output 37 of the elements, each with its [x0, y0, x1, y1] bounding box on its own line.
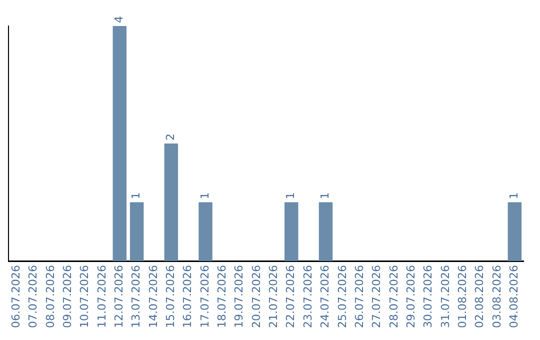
x-tick-label: 26.07.2026	[352, 265, 366, 328]
x-tick-label: 09.07.2026	[60, 265, 74, 328]
x-tick-label: 08.07.2026	[44, 265, 57, 328]
data-label: 2	[164, 134, 178, 141]
x-tick-label: 30.07.2026	[422, 265, 435, 328]
x-tick-label: 18.07.2026	[216, 265, 229, 328]
data-label: 1	[198, 192, 212, 200]
x-tick-label: 13.07.2026	[130, 265, 143, 328]
data-label: 1	[130, 192, 143, 200]
x-tick-label: 24.07.2026	[318, 265, 332, 328]
data-label: 1	[318, 192, 332, 200]
x-tick-label: 27.07.2026	[370, 265, 384, 328]
x-tick-label: 01.08.2026	[456, 265, 469, 328]
x-tick-label: 25.07.2026	[336, 265, 349, 328]
x-tick-label: 03.08.2026	[490, 265, 504, 328]
data-label: 1	[508, 192, 521, 200]
x-tick-label: 07.07.2026	[26, 265, 40, 328]
x-tick-label: 06.07.2026	[9, 265, 22, 328]
data-label: 4	[112, 16, 126, 23]
data-label: 1	[284, 192, 298, 200]
x-tick-label: 19.07.2026	[232, 265, 246, 328]
x-tick-label: 16.07.2026	[181, 265, 194, 328]
x-tick-label: 10.07.2026	[78, 265, 92, 328]
x-tick-label: 14.07.2026	[146, 265, 160, 328]
x-tick-label: 23.07.2026	[301, 265, 314, 328]
x-tick-label: 04.08.2026	[508, 265, 521, 328]
x-tick-label: 29.07.2026	[404, 265, 418, 328]
x-tick-label: 17.07.2026	[198, 265, 212, 328]
x-tick-label: 15.07.2026	[164, 265, 178, 328]
x-tick-label: 22.07.2026	[284, 265, 298, 328]
x-tick-label: 02.08.2026	[473, 265, 486, 328]
x-tick-label: 11.07.2026	[95, 265, 108, 328]
x-tick-label: 12.07.2026	[112, 265, 126, 328]
x-tick-label: 21.07.2026	[267, 265, 280, 328]
x-tick-label: 28.07.2026	[387, 265, 400, 328]
x-tick-label: 20.07.2026	[250, 265, 263, 328]
x-tick-label: 31.07.2026	[438, 265, 452, 328]
